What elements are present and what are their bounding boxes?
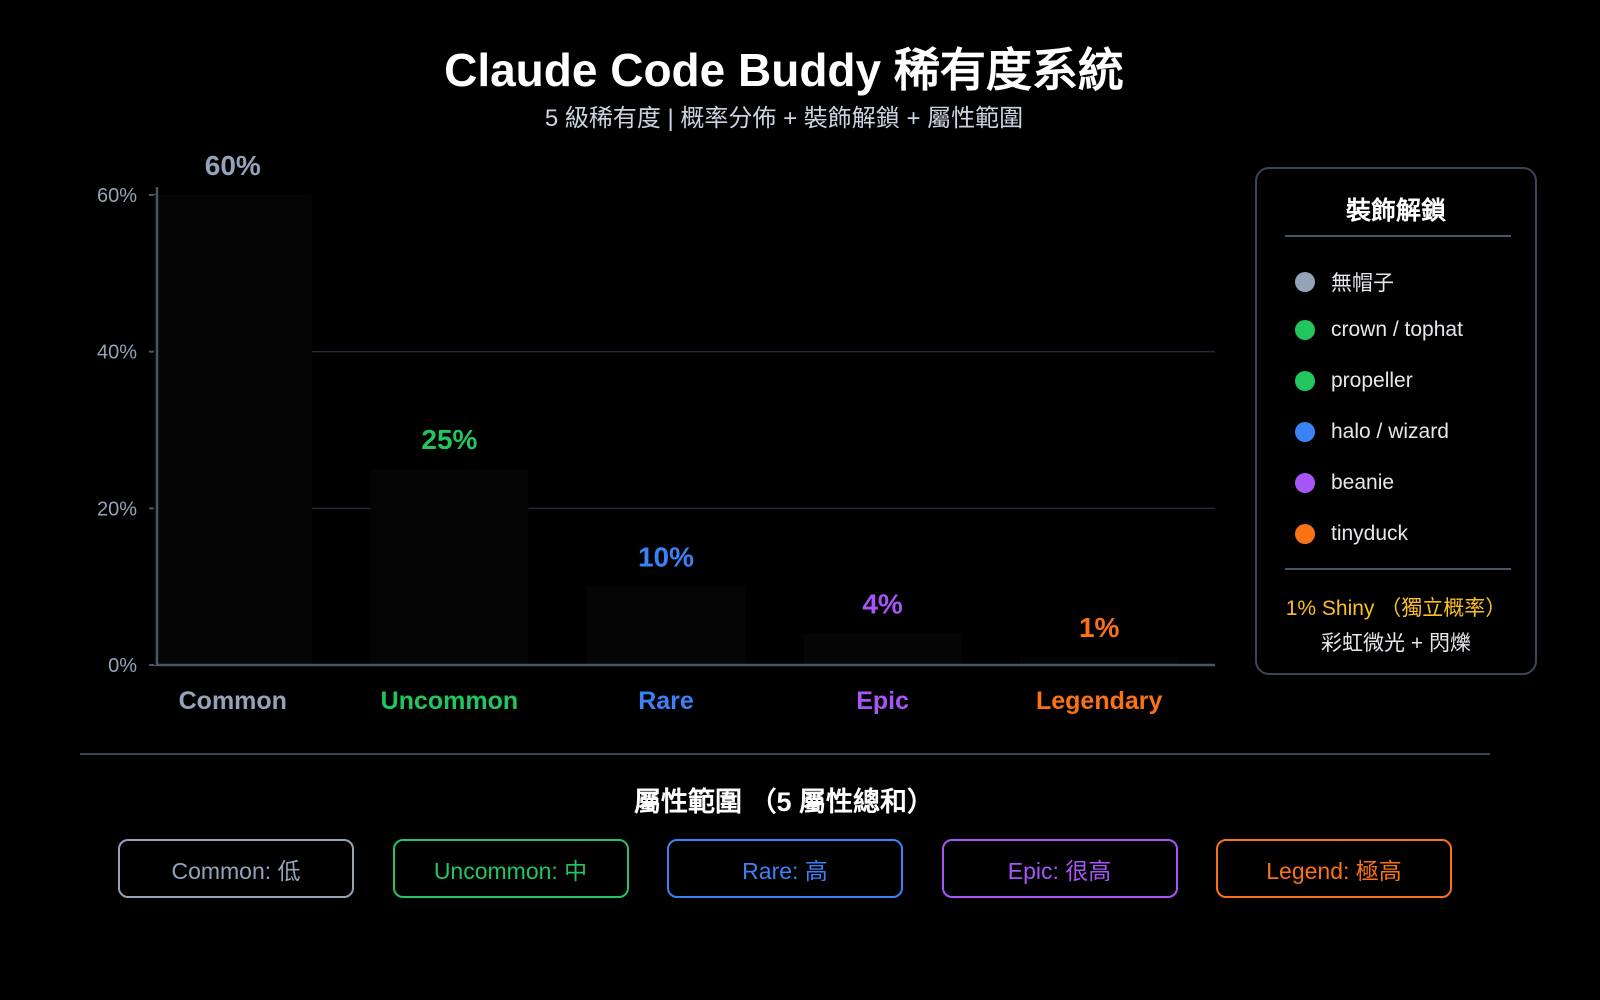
stat-range-box: Rare: 高 — [667, 839, 903, 898]
color-dot-icon — [1295, 473, 1315, 493]
legend-title: 裝飾解鎖 — [1345, 197, 1446, 225]
legend-item-label: crown / tophat — [1331, 318, 1463, 341]
y-tick-label: 0% — [108, 655, 137, 677]
bar-value-label: 10% — [638, 542, 694, 573]
legend-item-label: halo / wizard — [1331, 420, 1449, 443]
legend-item-label: beanie — [1331, 471, 1395, 494]
rarity-bar-chart: 0% 20% 40% 60% 60% Common 25% Uncommon 10% Rare 4%… — [97, 150, 1215, 715]
bar-value-label: 25% — [421, 424, 477, 455]
color-dot-icon — [1295, 272, 1315, 292]
legend-item: halo / wizard — [1295, 420, 1449, 444]
legend-item: 無帽子 — [1295, 267, 1394, 297]
x-category-label: Uncommon — [381, 687, 519, 715]
bar — [153, 195, 312, 665]
legend-item: crown / tophat — [1295, 318, 1463, 342]
stat-range-box: Common: 低 — [118, 839, 354, 898]
bar — [803, 633, 962, 665]
stats-title: 屬性範圍 （5 屬性總和） — [633, 787, 935, 817]
color-dot-icon — [1295, 422, 1315, 442]
x-category-label: Epic — [856, 687, 909, 715]
legend-item: tinyduck — [1295, 522, 1408, 546]
legend-item: beanie — [1295, 471, 1394, 495]
x-category-label: Rare — [638, 687, 694, 715]
color-dot-icon — [1295, 524, 1315, 544]
bar — [1020, 657, 1179, 665]
page-subtitle: 5 級稀有度 | 概率分佈 + 裝飾解鎖 + 屬性範圍 — [544, 105, 1024, 132]
y-tick-label: 40% — [97, 342, 137, 364]
legend-item: propeller — [1295, 369, 1413, 393]
bar-value-label: 4% — [862, 589, 903, 620]
y-tick-label: 20% — [97, 498, 137, 520]
shiny-note: 1% Shiny （獨立概率） — [1285, 597, 1507, 620]
color-dot-icon — [1295, 320, 1315, 340]
bar-value-label: 1% — [1079, 612, 1120, 643]
stat-range-box: Epic: 很高 — [941, 839, 1178, 898]
bar-value-label: 60% — [205, 150, 261, 181]
legend-divider — [1285, 568, 1511, 570]
legend-divider — [1285, 235, 1511, 237]
stat-range-box: Legend: 極高 — [1216, 839, 1452, 898]
y-tick-label: 60% — [97, 185, 137, 207]
color-dot-icon — [1295, 371, 1315, 391]
legend-item-label: 無帽子 — [1331, 272, 1394, 295]
bar — [587, 586, 745, 665]
section-divider — [80, 753, 1490, 755]
shiny-effect: 彩虹微光 + 閃爍 — [1321, 632, 1471, 655]
x-category-label: Common — [179, 687, 287, 715]
x-category-label: Legendary — [1036, 687, 1163, 715]
stat-range-box: Uncommon: 中 — [392, 839, 629, 898]
decoration-legend: 裝飾解鎖 無帽子 crown / tophat propeller halo / wi… — [1255, 167, 1537, 675]
legend-item-label: propeller — [1331, 369, 1413, 392]
legend-item-label: tinyduck — [1331, 522, 1409, 545]
page-title: Claude Code Buddy 稀有度系統 — [444, 44, 1124, 96]
bar — [370, 469, 529, 665]
